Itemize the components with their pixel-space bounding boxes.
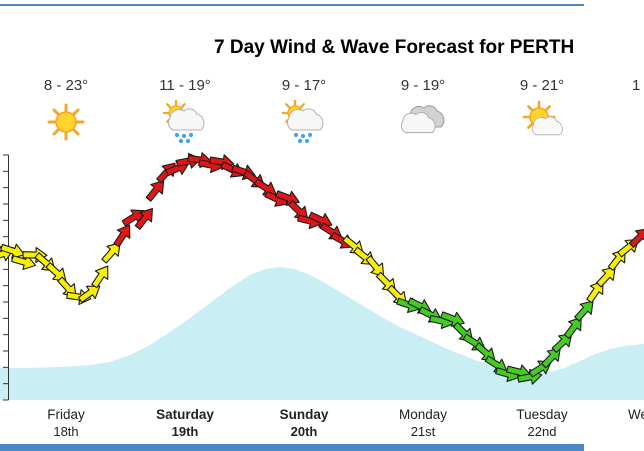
day-name: Saturday (156, 407, 214, 422)
wind-arrow (113, 224, 131, 248)
wind-arrow (77, 285, 101, 303)
sunny-icon (44, 100, 88, 144)
footer-bar (0, 444, 584, 451)
day-temp: 9 - 21° (519, 77, 565, 94)
wind-arrow (551, 333, 573, 353)
wind-arrow (11, 254, 37, 271)
wind-arrow (596, 266, 616, 288)
day-temp: 1 (632, 77, 641, 94)
day-date: 21st (410, 424, 436, 439)
wave-height-area (0, 267, 644, 400)
day-date: 19th (171, 424, 199, 439)
wind-arrow (365, 255, 385, 277)
day-temp: 8 - 23° (43, 77, 89, 94)
wind-arrow (574, 300, 594, 322)
day-name: Sunday (279, 407, 329, 422)
wind-arrow (101, 242, 121, 264)
sun-showers-icon (281, 99, 326, 144)
cloudy-icon (400, 100, 445, 144)
partly-cloudy-icon (520, 100, 564, 144)
wind-arrow (134, 208, 153, 230)
header-divider (0, 4, 584, 6)
chart-title: 7 Day Wind & Wave Forecast for PERTH (214, 37, 575, 58)
day-name: Tuesday (516, 407, 568, 422)
sun-showers-icon (162, 99, 207, 144)
day-name: Monday (398, 407, 448, 422)
wind-arrow (145, 180, 165, 202)
day-date: 18th (53, 424, 79, 439)
day-name: Friday (47, 407, 85, 422)
day-temp: 9 - 19° (400, 77, 446, 94)
day-temp: 11 - 19° (159, 77, 211, 94)
day-date: 20th (290, 424, 318, 439)
day-temp: 9 - 17° (281, 77, 327, 94)
wind-arrow (91, 265, 109, 289)
day-date: 22nd (527, 424, 557, 439)
wind-arrow (586, 280, 604, 304)
wind-arrow (541, 347, 561, 369)
wind-arrow-series (0, 152, 644, 385)
day-name: We (628, 407, 644, 422)
wind-arrow (563, 316, 582, 339)
